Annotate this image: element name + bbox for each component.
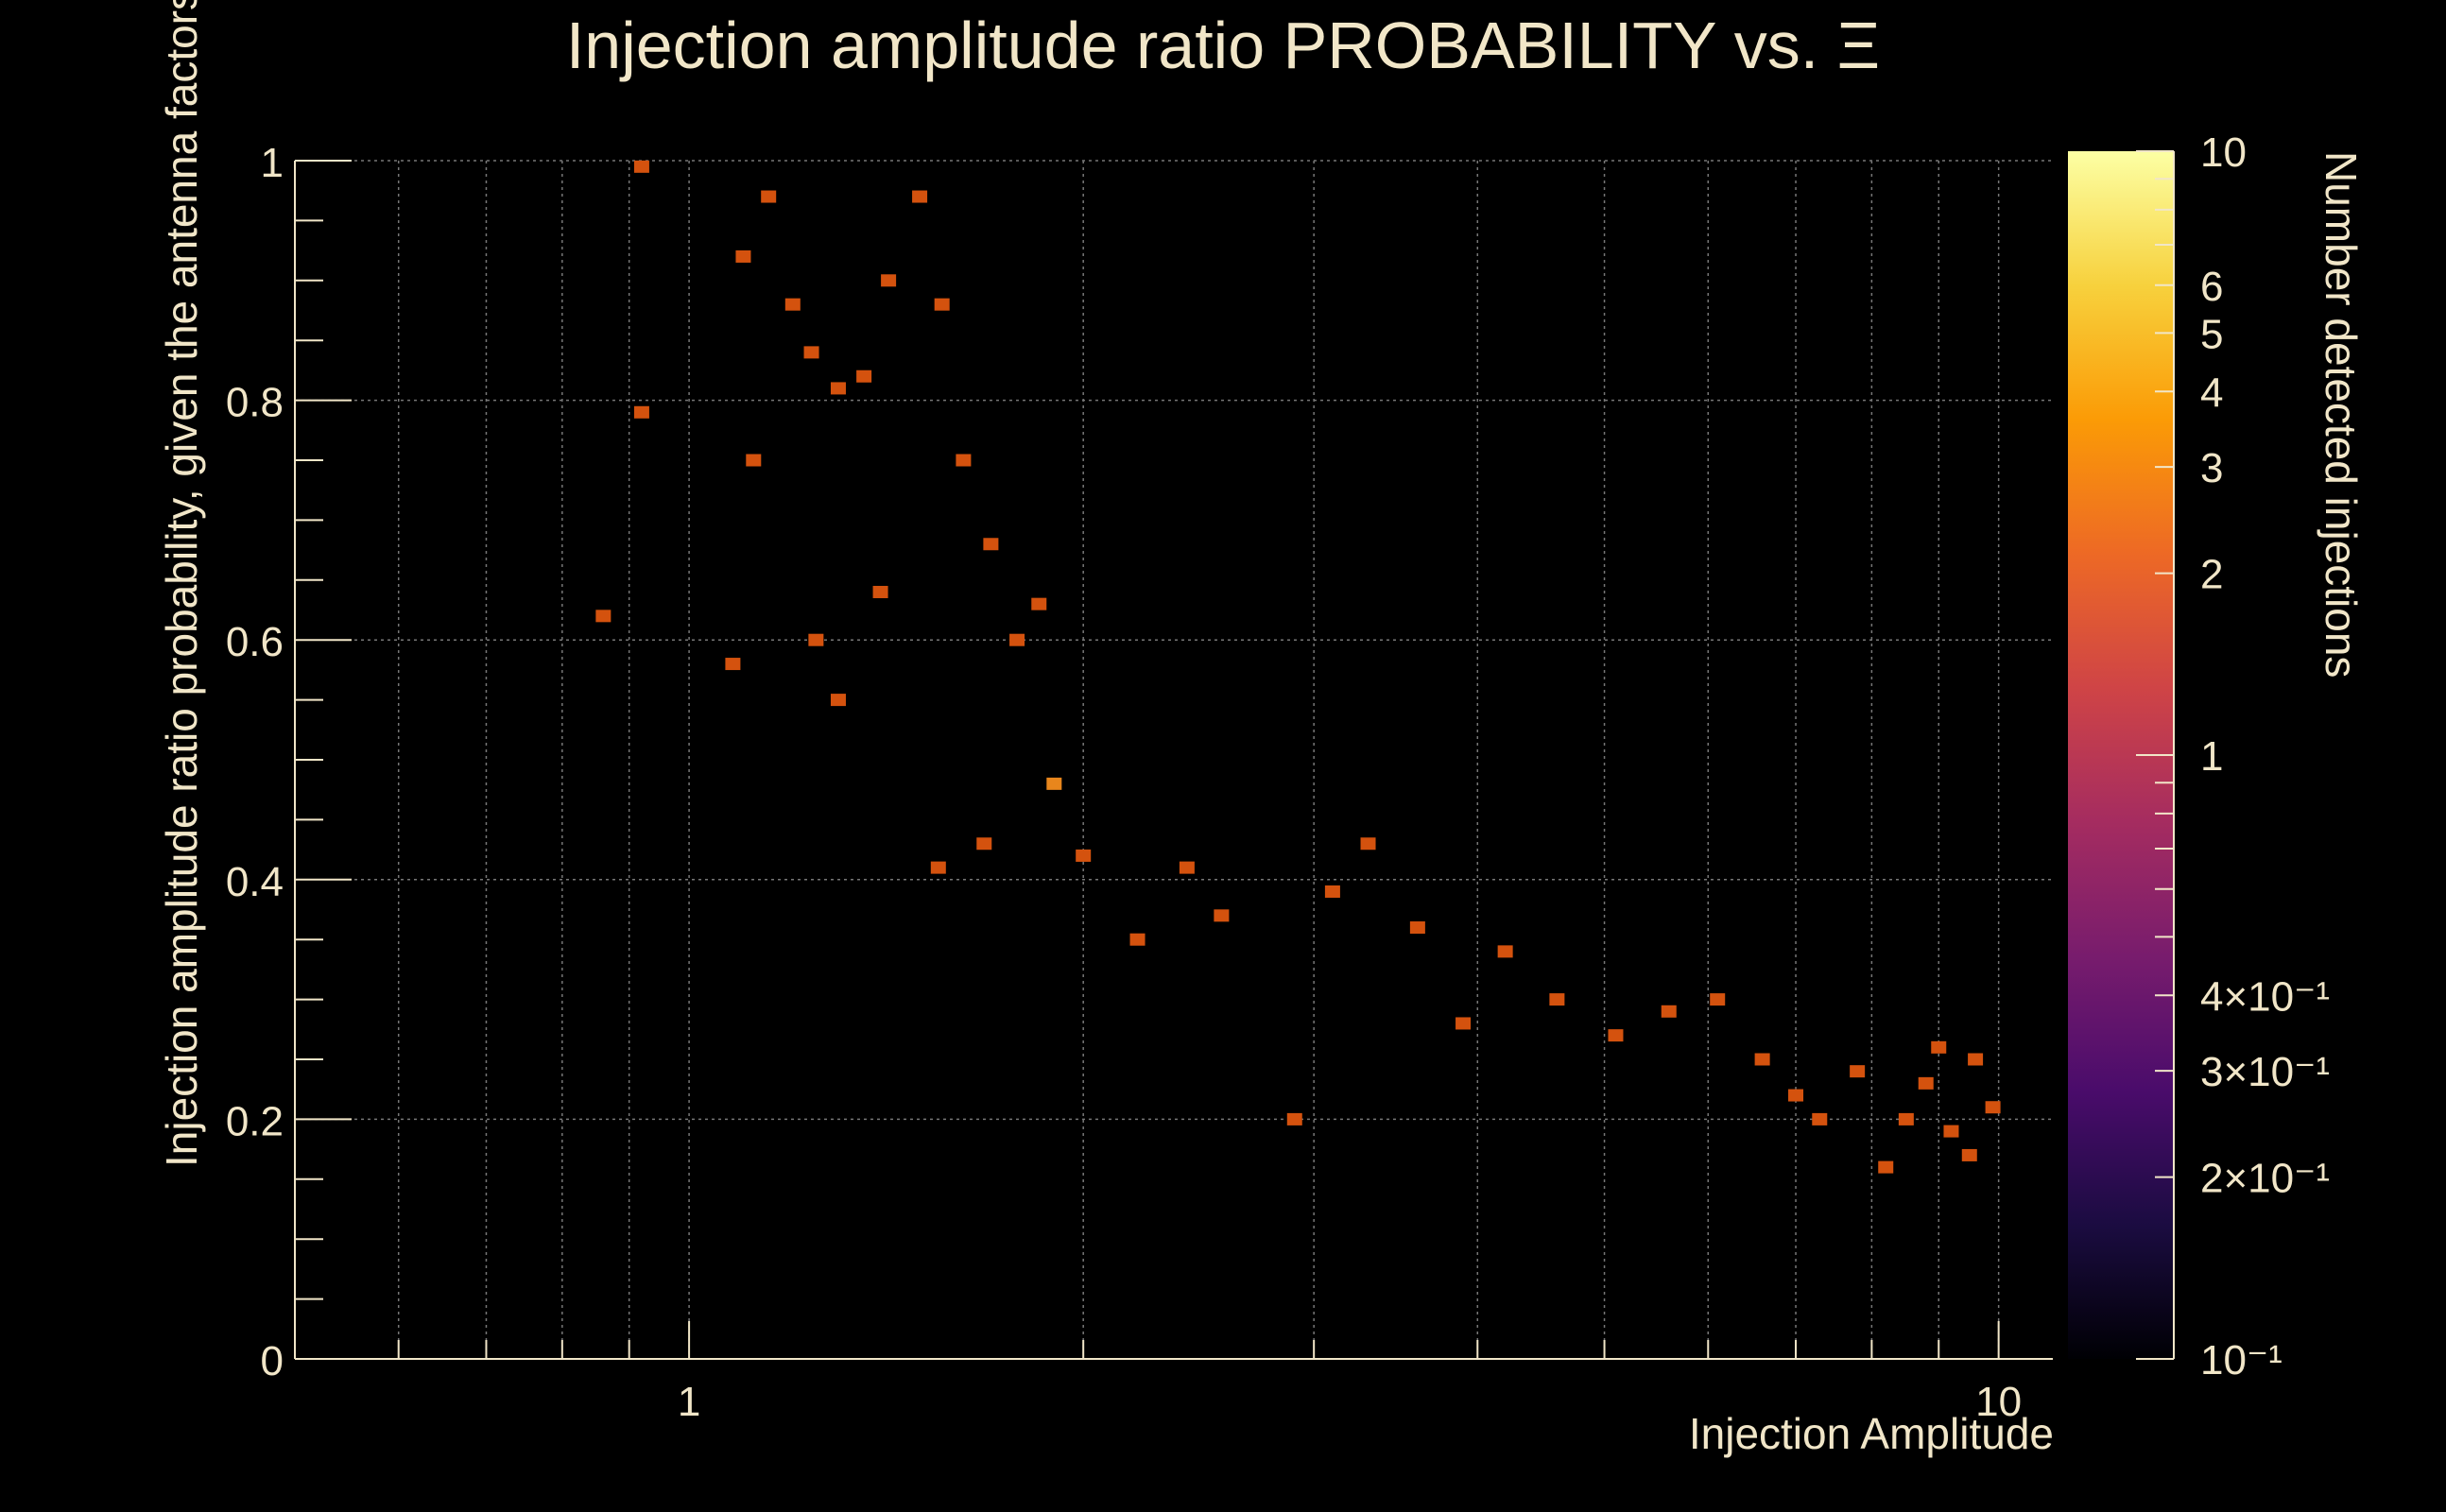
heatmap-cell — [1549, 993, 1565, 1006]
heatmap-cell — [1812, 1112, 1828, 1125]
y-tick-label: 1 — [261, 140, 284, 186]
colorbar-label: Number detected injections — [2317, 151, 2366, 679]
heatmap-cell — [1878, 1160, 1894, 1174]
heatmap-cell — [803, 346, 819, 359]
heatmap-cell — [1943, 1125, 1959, 1138]
heatmap-cell — [1179, 861, 1195, 874]
heatmap-cell — [633, 405, 649, 419]
heatmap-cell — [1754, 1053, 1770, 1066]
y-tick-label: 0.8 — [226, 380, 284, 426]
heatmap-cell — [784, 298, 801, 311]
heatmap-cell — [1918, 1076, 1934, 1090]
heatmap-cell — [1850, 1065, 1866, 1078]
heatmap-cell — [956, 454, 972, 467]
heatmap-cell — [725, 658, 741, 671]
colorbar-tick-label: 6 — [2200, 264, 2223, 310]
colorbar-tick-label: 5 — [2200, 311, 2223, 357]
colorbar-tick-label: 4×10⁻¹ — [2200, 973, 2330, 1020]
x-tick-label: 10 — [1975, 1379, 2022, 1425]
heatmap-cell — [983, 538, 999, 551]
heatmap-cell — [1710, 993, 1726, 1006]
heatmap-cell — [1608, 1029, 1624, 1042]
heatmap-cell — [808, 633, 824, 646]
chart-title: Injection amplitude ratio PROBABILITY vs… — [565, 9, 1881, 82]
heatmap-cell — [633, 160, 649, 173]
heatmap-cell — [1009, 633, 1025, 646]
heatmap-cell — [1076, 849, 1092, 862]
heatmap-cell — [1214, 909, 1230, 922]
heatmap-cell — [735, 249, 751, 263]
heatmap-cell — [830, 694, 846, 707]
heatmap-cell — [1324, 885, 1340, 898]
heatmap-cell — [930, 861, 946, 874]
colorbar-tick-label: 3×10⁻¹ — [2200, 1049, 2330, 1095]
colorbar-tick-label: 2 — [2200, 552, 2223, 598]
heatmap-cell — [746, 454, 762, 467]
heatmap-cell — [1031, 597, 1047, 610]
heatmap-cell — [595, 610, 612, 623]
colorbar-tick-label: 10⁻¹ — [2200, 1337, 2282, 1383]
heatmap-cell — [934, 298, 950, 311]
colorbar-tick-label: 4 — [2200, 369, 2223, 416]
heatmap-cell — [1788, 1089, 1804, 1102]
heatmap-cell — [1129, 933, 1145, 946]
colorbar-tick-label: 3 — [2200, 445, 2223, 491]
y-tick-label: 0.6 — [226, 619, 284, 665]
colorbar-tick-label: 10 — [2200, 129, 2247, 176]
heatmap-cell — [1985, 1101, 2001, 1114]
heatmap-cell — [1456, 1017, 1472, 1030]
heatmap-cell — [881, 274, 897, 287]
colorbar-tick-label: 2×10⁻¹ — [2200, 1156, 2330, 1202]
heatmap-cell — [912, 190, 928, 203]
heatmap-cell — [1661, 1005, 1677, 1018]
heatmap-cell — [1409, 921, 1425, 935]
heatmap-cell — [872, 585, 888, 598]
heatmap-cell — [1497, 945, 1513, 958]
heatmap-cell — [1286, 1112, 1302, 1125]
heatmap-cell — [1961, 1148, 1977, 1161]
x-axis-label: Injection Amplitude — [1688, 1409, 2054, 1458]
heatmap-cell — [1968, 1053, 1984, 1066]
y-axis-label: Injection amplitude ratio probability, g… — [157, 0, 206, 1167]
heatmap-cell — [856, 369, 872, 383]
y-tick-label: 0.4 — [226, 859, 284, 905]
heatmap-cell — [830, 382, 846, 395]
y-tick-label: 0 — [261, 1338, 284, 1384]
heatmap-cell — [1931, 1040, 1947, 1054]
y-tick-label: 0.2 — [226, 1098, 284, 1144]
colorbar-tick-label: 1 — [2200, 733, 2223, 780]
heatmap-cell — [1898, 1112, 1914, 1125]
heatmap-cell — [1046, 777, 1062, 790]
heatmap-cell — [1360, 837, 1376, 850]
heatmap-cell — [976, 837, 992, 850]
x-tick-label: 1 — [678, 1379, 700, 1425]
heatmap-cell — [761, 190, 777, 203]
